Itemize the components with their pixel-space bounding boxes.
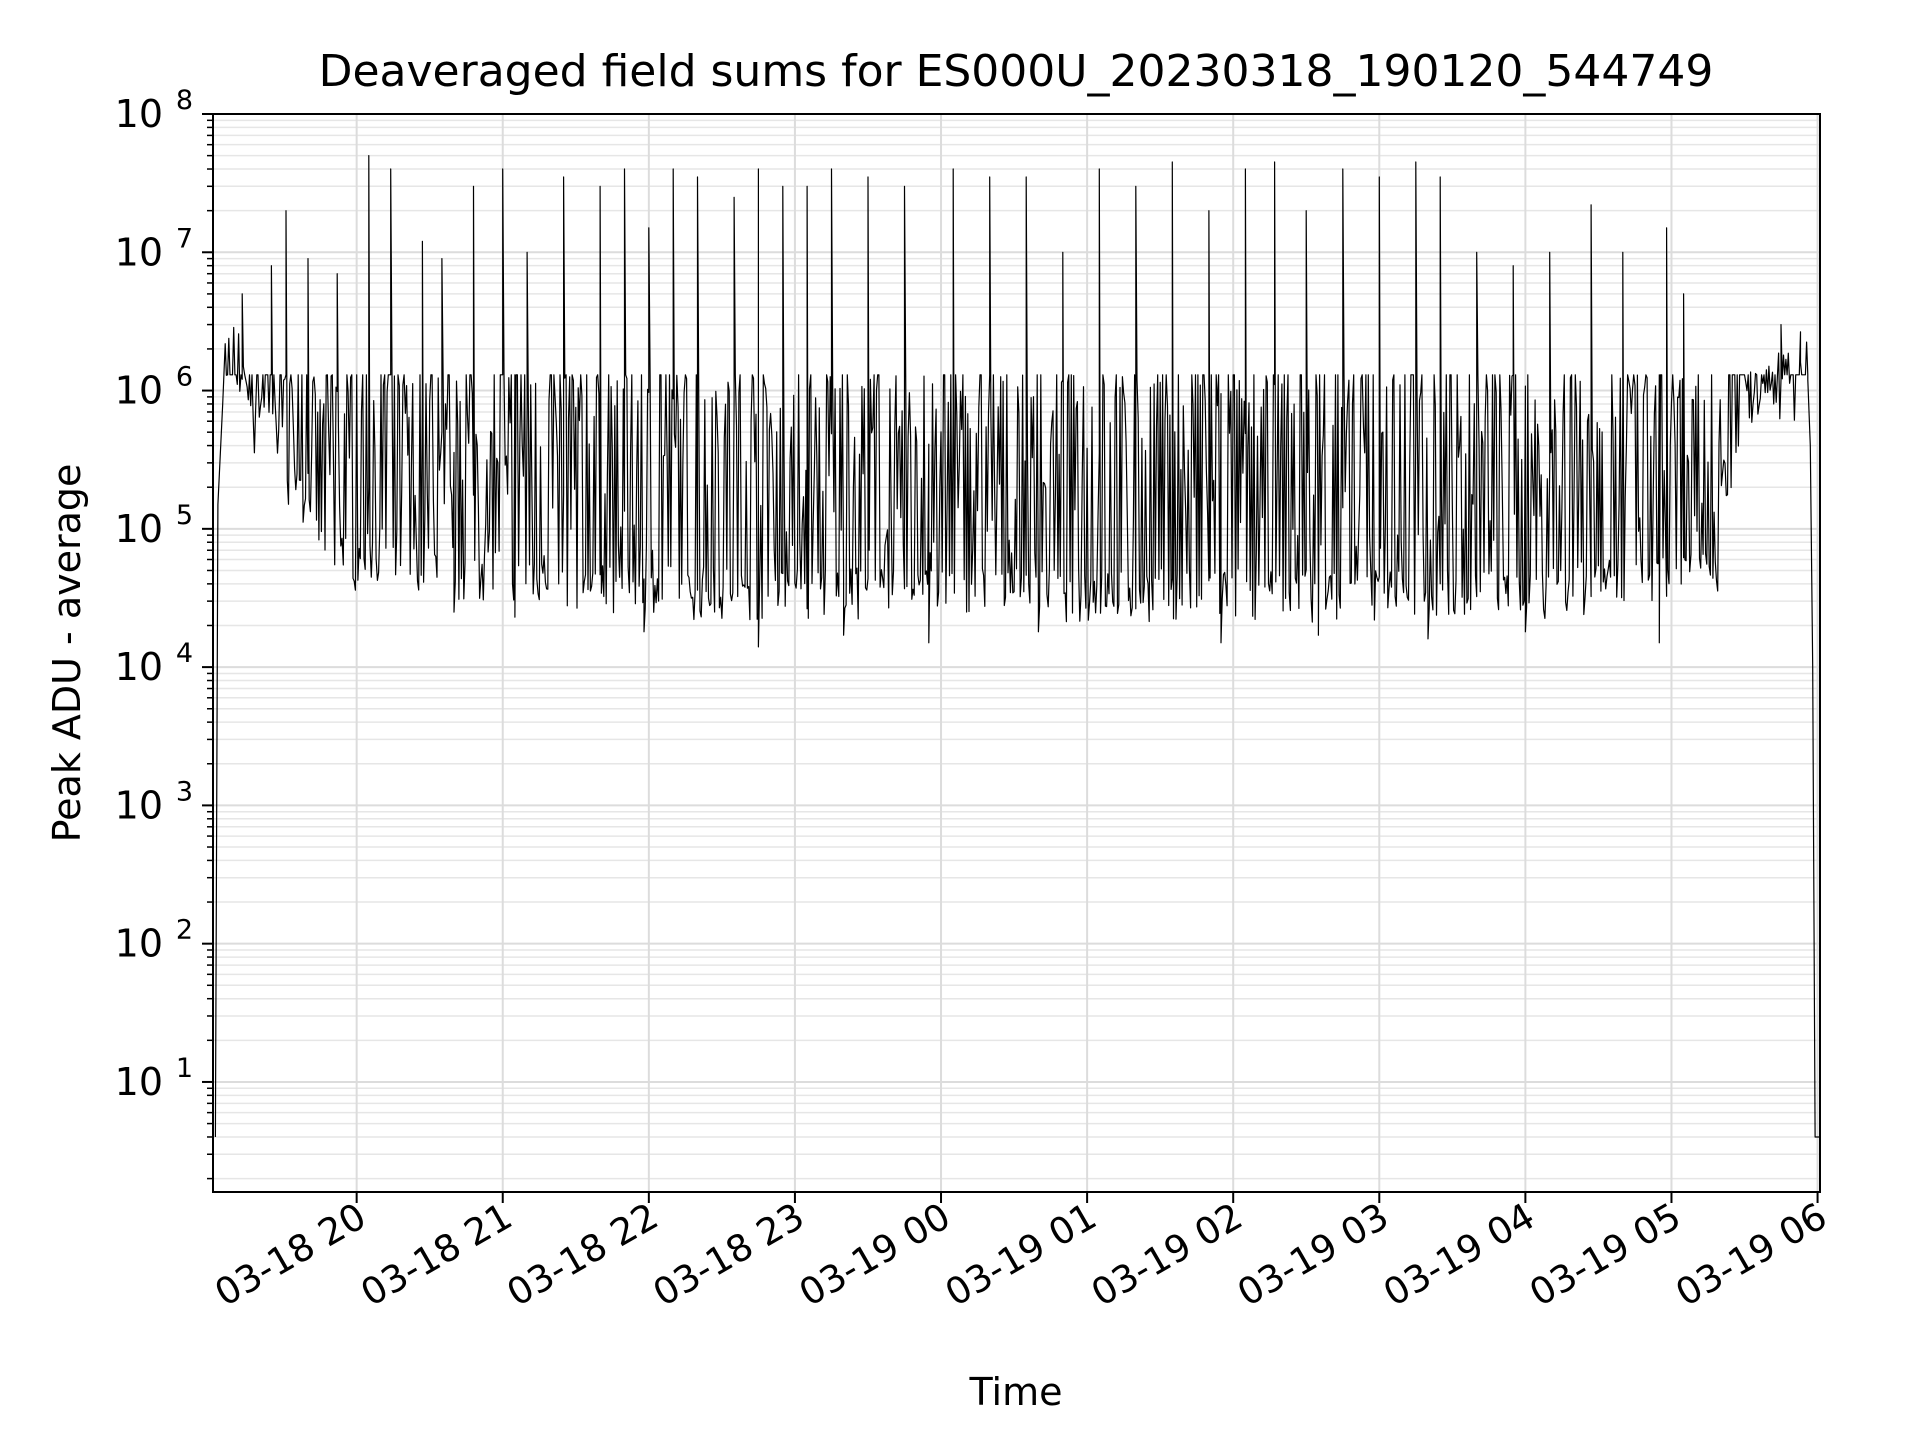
axis-ticks [202,113,1819,1203]
y-tick-label: 10 [115,369,163,413]
y-tick-label: 10 [115,922,163,966]
y-tick-label: 10 [115,1060,163,1104]
chart-title: Deaveraged field sums for ES000U_2023031… [319,46,1714,97]
y-tick-label-exponent: 1 [176,1053,193,1084]
y-axis-label: Peak ADU - average [45,464,89,843]
y-tick-label: 10 [115,230,163,274]
x-axis-label: Time [969,1370,1063,1414]
y-tick-label: 10 [115,507,163,551]
y-tick-label-exponent: 7 [176,223,193,254]
y-tick-label-exponent: 6 [176,362,193,393]
y-tick-label-exponent: 3 [176,776,193,807]
series-path [214,155,1820,1138]
y-tick-label-exponent: 2 [176,915,193,946]
y-tick-label-exponent: 5 [176,500,193,531]
y-tick-labels: 10 1 10 2 10 3 10 4 10 5 10 6 10 7 10 8 [115,85,193,1104]
y-tick-label: 10 [115,645,163,689]
y-tick-label: 10 [115,92,163,136]
y-tick-label-exponent: 4 [176,638,193,669]
y-tick-label: 10 [115,783,163,827]
plot-area-frame [212,113,1821,1193]
series-line [214,155,1820,1138]
y-tick-label-exponent: 8 [176,85,193,116]
